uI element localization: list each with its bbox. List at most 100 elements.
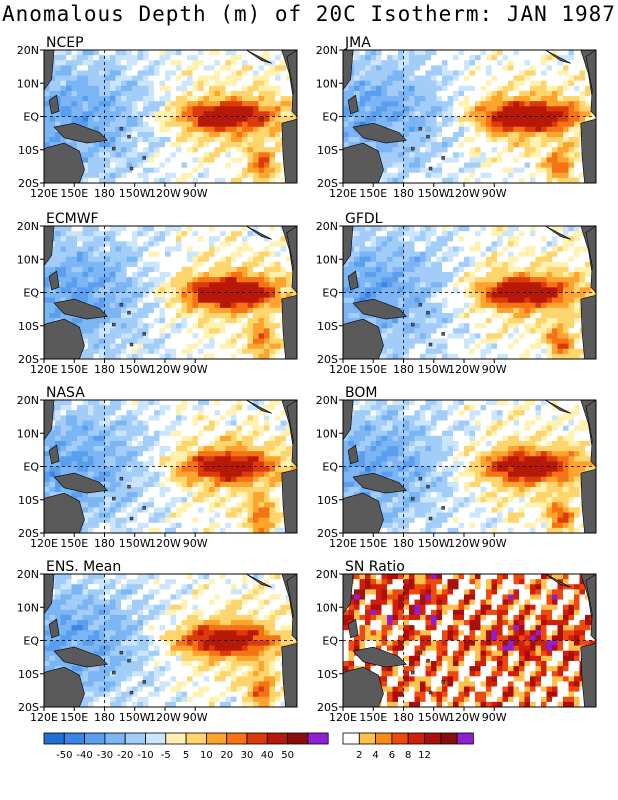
- heatmap-cell: [480, 282, 487, 288]
- heatmap-cell: [154, 231, 160, 237]
- heatmap-cell: [475, 338, 481, 345]
- heatmap-cell: [502, 111, 509, 117]
- heatmap-cell: [348, 256, 355, 263]
- heatmap-cell: [497, 85, 503, 92]
- heatmap-cell: [563, 312, 569, 319]
- heatmap-cell: [137, 302, 144, 309]
- heatmap-cell: [381, 121, 388, 128]
- heatmap-cell: [165, 177, 171, 184]
- heatmap-cell: [453, 318, 459, 324]
- heatmap-cell: [280, 256, 287, 263]
- heatmap-cell: [264, 75, 270, 82]
- heatmap-cell: [546, 126, 553, 133]
- heatmap-cell: [436, 65, 443, 71]
- heatmap-cell: [557, 121, 564, 128]
- heatmap-cell: [225, 131, 232, 138]
- heatmap-cell: [275, 266, 281, 273]
- heatmap-cell: [126, 318, 133, 324]
- heatmap-cell: [247, 292, 254, 299]
- heatmap-cell: [198, 147, 204, 153]
- heatmap-cell: [82, 241, 89, 247]
- heatmap-cell: [519, 292, 525, 299]
- heatmap-cell: [275, 231, 281, 237]
- heatmap-cell: [535, 302, 542, 309]
- heatmap-cell: [258, 292, 265, 299]
- heatmap-cell: [121, 147, 127, 153]
- heatmap-cell: [66, 256, 72, 263]
- heatmap-cell: [104, 116, 111, 123]
- heatmap-cell: [387, 90, 393, 97]
- heatmap-cell: [77, 246, 83, 252]
- heatmap-cell: [181, 167, 188, 174]
- heatmap-cell: [126, 96, 133, 102]
- heatmap-cell: [442, 157, 448, 163]
- heatmap-cell: [585, 80, 591, 87]
- heatmap-cell: [82, 333, 89, 339]
- heatmap-cell: [409, 282, 415, 288]
- heatmap-cell: [198, 177, 204, 184]
- heatmap-cell: [502, 226, 509, 232]
- heatmap-cell: [491, 96, 498, 102]
- heatmap-cell: [502, 328, 509, 334]
- heatmap-cell: [159, 226, 166, 232]
- heatmap-cell: [563, 323, 569, 329]
- heatmap-cell: [154, 353, 160, 360]
- heatmap-cell: [480, 167, 487, 174]
- heatmap-cell: [409, 101, 415, 107]
- heatmap-cell: [502, 338, 509, 345]
- heatmap-cell: [143, 261, 149, 268]
- heatmap-cell: [359, 282, 366, 288]
- heatmap-cell: [403, 131, 410, 138]
- heatmap-cell: [159, 70, 166, 76]
- heatmap-cell: [214, 266, 221, 273]
- heatmap-cell: [82, 236, 89, 242]
- heatmap-cell: [387, 297, 393, 304]
- heatmap-cell: [242, 226, 248, 232]
- heatmap-cell: [579, 85, 586, 92]
- heatmap-cell: [154, 266, 160, 273]
- heatmap-cell: [447, 106, 454, 112]
- heatmap-cell: [475, 348, 481, 355]
- heatmap-cell: [55, 297, 61, 304]
- heatmap-cell: [269, 136, 276, 143]
- heatmap-cell: [414, 241, 421, 247]
- heatmap-cell: [143, 136, 149, 143]
- heatmap-cell: [275, 172, 281, 179]
- heatmap-cell: [563, 272, 569, 278]
- heatmap-cell: [203, 246, 210, 252]
- heatmap-cell: [420, 287, 426, 293]
- heatmap-cell: [71, 70, 78, 76]
- heatmap-cell: [557, 312, 564, 319]
- heatmap-cell: [425, 266, 432, 273]
- heatmap-cell: [557, 162, 564, 169]
- heatmap-cell: [425, 126, 432, 133]
- heatmap-cell: [513, 65, 520, 71]
- heatmap-cell: [513, 60, 520, 66]
- heatmap-cell: [203, 302, 210, 309]
- heatmap-cell: [519, 343, 525, 350]
- heatmap-cell: [398, 162, 404, 169]
- heatmap-cell: [475, 307, 481, 314]
- heatmap-cell: [220, 348, 226, 355]
- heatmap-cell: [220, 75, 226, 82]
- heatmap-cell: [159, 101, 166, 107]
- heatmap-cell: [187, 353, 193, 360]
- heatmap-cell: [552, 231, 558, 237]
- heatmap-cell: [403, 101, 410, 107]
- heatmap-cell: [376, 261, 382, 268]
- heatmap-cell: [475, 167, 481, 174]
- heatmap-cell: [77, 241, 83, 247]
- heatmap-cell: [447, 226, 454, 232]
- heatmap-cell: [247, 167, 254, 174]
- heatmap-cell: [431, 142, 437, 148]
- heatmap-cell: [132, 282, 138, 288]
- heatmap-cell: [242, 302, 248, 309]
- heatmap-cell: [132, 106, 138, 112]
- heatmap-cell: [469, 297, 476, 304]
- heatmap-cell: [181, 241, 188, 247]
- heatmap-cell: [143, 50, 149, 56]
- heatmap-cell: [88, 318, 94, 324]
- heatmap-cell: [269, 226, 276, 232]
- heatmap-cell: [403, 297, 410, 304]
- heatmap-cell: [420, 338, 426, 345]
